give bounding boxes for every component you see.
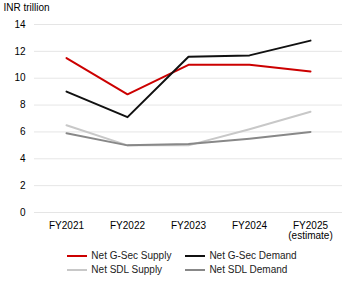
html-text:Net SDL Supply: Net SDL Supply	[91, 264, 163, 275]
html-text:Net G-Sec Supply: Net G-Sec Supply	[91, 250, 172, 261]
svg-text:FY2023: FY2023	[171, 220, 206, 231]
html-text:Net SDL Demand: Net SDL Demand	[209, 264, 288, 275]
svg-text:14: 14	[14, 19, 26, 30]
svg-text:FY2022: FY2022	[110, 220, 145, 231]
svg-text:FY2021: FY2021	[49, 220, 84, 231]
svg-text:8: 8	[20, 99, 26, 110]
svg-text:2: 2	[20, 180, 26, 191]
svg-text:12: 12	[14, 46, 26, 57]
svg-text:0: 0	[20, 207, 26, 218]
html-text:Net G-Sec Demand: Net G-Sec Demand	[209, 250, 297, 261]
svg-text:6: 6	[20, 126, 26, 137]
svg-text:10: 10	[14, 72, 26, 83]
svg-text:4: 4	[20, 153, 26, 164]
svg-text:FY2025(estimate): FY2025(estimate)	[288, 220, 332, 241]
svg-text:INR trillion: INR trillion	[4, 2, 50, 13]
svg-text:FY2024: FY2024	[232, 220, 267, 231]
